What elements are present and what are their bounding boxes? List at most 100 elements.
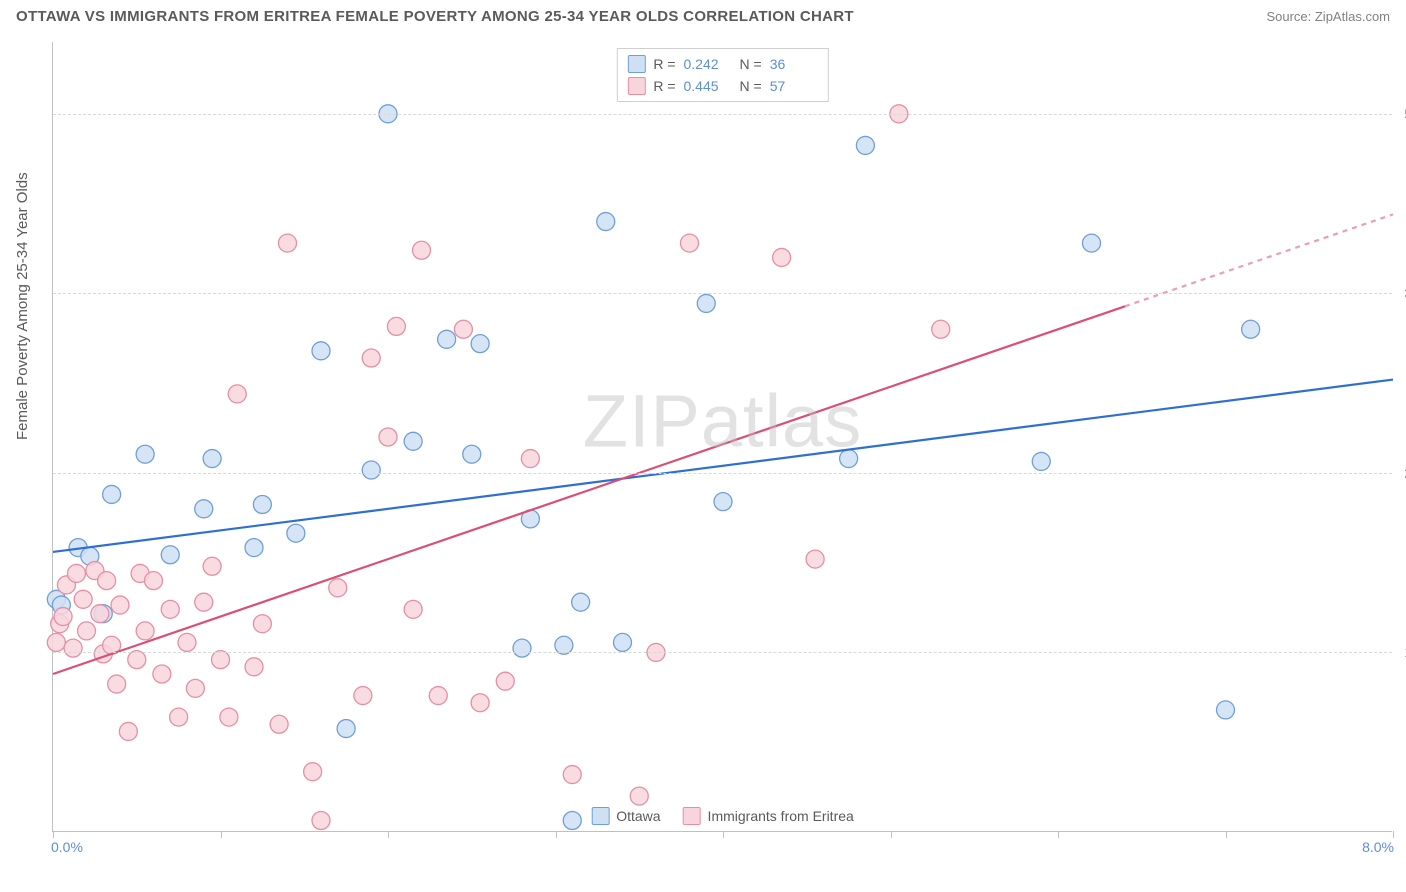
data-point bbox=[312, 342, 330, 360]
r-value: 0.445 bbox=[684, 78, 732, 94]
data-point bbox=[91, 605, 109, 623]
data-point bbox=[362, 461, 380, 479]
data-point bbox=[67, 564, 85, 582]
y-axis-label: Female Poverty Among 25-34 Year Olds bbox=[14, 172, 31, 440]
data-point bbox=[228, 385, 246, 403]
data-point bbox=[630, 787, 648, 805]
data-point bbox=[471, 335, 489, 353]
gridline bbox=[53, 293, 1392, 294]
data-point bbox=[572, 593, 590, 611]
data-point bbox=[195, 500, 213, 518]
x-tick bbox=[221, 831, 222, 838]
legend-label: Ottawa bbox=[616, 808, 660, 824]
data-point bbox=[513, 639, 531, 657]
data-point bbox=[681, 234, 699, 252]
y-tick-label: 12.5% bbox=[1396, 644, 1406, 660]
data-point bbox=[220, 708, 238, 726]
data-point bbox=[329, 579, 347, 597]
gridline bbox=[53, 652, 1392, 653]
y-tick-label: 25.0% bbox=[1396, 465, 1406, 481]
data-point bbox=[153, 665, 171, 683]
data-point bbox=[287, 524, 305, 542]
data-point bbox=[429, 687, 447, 705]
data-point bbox=[279, 234, 297, 252]
data-point bbox=[253, 496, 271, 514]
data-point bbox=[521, 450, 539, 468]
data-point bbox=[54, 608, 72, 626]
data-point bbox=[614, 633, 632, 651]
y-tick-label: 37.5% bbox=[1396, 285, 1406, 301]
data-point bbox=[697, 294, 715, 312]
n-label: N = bbox=[740, 78, 762, 94]
data-point bbox=[111, 596, 129, 614]
data-point bbox=[404, 600, 422, 618]
data-point bbox=[270, 715, 288, 733]
data-point bbox=[161, 546, 179, 564]
data-point bbox=[379, 428, 397, 446]
r-label: R = bbox=[653, 56, 675, 72]
data-point bbox=[78, 622, 96, 640]
data-point bbox=[161, 600, 179, 618]
data-point bbox=[337, 720, 355, 738]
data-point bbox=[1242, 320, 1260, 338]
chart-title: OTTAWA VS IMMIGRANTS FROM ERITREA FEMALE… bbox=[16, 8, 854, 25]
n-label: N = bbox=[740, 56, 762, 72]
chart-plot-area: ZIPatlas R = 0.242 N = 36 R = 0.445 N = … bbox=[52, 42, 1392, 832]
legend-label: Immigrants from Eritrea bbox=[708, 808, 854, 824]
x-tick bbox=[1058, 831, 1059, 838]
data-point bbox=[170, 708, 188, 726]
data-point bbox=[178, 633, 196, 651]
data-point bbox=[119, 722, 137, 740]
data-point bbox=[714, 493, 732, 511]
data-point bbox=[563, 766, 581, 784]
trend-line bbox=[53, 306, 1125, 674]
data-point bbox=[203, 450, 221, 468]
data-point bbox=[1083, 234, 1101, 252]
n-value: 57 bbox=[770, 78, 818, 94]
x-tick bbox=[556, 831, 557, 838]
data-point bbox=[245, 539, 263, 557]
r-value: 0.242 bbox=[684, 56, 732, 72]
data-point bbox=[840, 450, 858, 468]
r-label: R = bbox=[653, 78, 675, 94]
x-tick bbox=[1226, 831, 1227, 838]
n-value: 36 bbox=[770, 56, 818, 72]
data-point bbox=[932, 320, 950, 338]
data-point bbox=[387, 317, 405, 335]
legend-item-eritrea: Immigrants from Eritrea bbox=[683, 807, 854, 825]
data-point bbox=[856, 136, 874, 154]
x-tick-label: 0.0% bbox=[51, 839, 83, 855]
data-point bbox=[136, 622, 154, 640]
header: OTTAWA VS IMMIGRANTS FROM ERITREA FEMALE… bbox=[0, 0, 1406, 29]
legend-item-ottawa: Ottawa bbox=[591, 807, 660, 825]
data-point bbox=[463, 445, 481, 463]
swatch-eritrea bbox=[683, 807, 701, 825]
data-point bbox=[47, 633, 65, 651]
data-point bbox=[773, 248, 791, 266]
data-point bbox=[74, 590, 92, 608]
legend-series: Ottawa Immigrants from Eritrea bbox=[591, 807, 854, 825]
data-point bbox=[245, 658, 263, 676]
gridline bbox=[53, 114, 1392, 115]
legend-correlation: R = 0.242 N = 36 R = 0.445 N = 57 bbox=[616, 48, 828, 102]
data-point bbox=[806, 550, 824, 568]
data-point bbox=[597, 213, 615, 231]
gridline bbox=[53, 473, 1392, 474]
scatter-plot-svg bbox=[53, 42, 1392, 831]
data-point bbox=[103, 485, 121, 503]
data-point bbox=[98, 572, 116, 590]
data-point bbox=[136, 445, 154, 463]
x-tick bbox=[891, 831, 892, 838]
legend-row-ottawa: R = 0.242 N = 36 bbox=[627, 53, 817, 75]
swatch-ottawa bbox=[591, 807, 609, 825]
data-point bbox=[362, 349, 380, 367]
data-point bbox=[145, 572, 163, 590]
data-point bbox=[404, 432, 422, 450]
data-point bbox=[203, 557, 221, 575]
data-point bbox=[64, 639, 82, 657]
swatch-eritrea bbox=[627, 77, 645, 95]
x-tick bbox=[388, 831, 389, 838]
data-point bbox=[253, 615, 271, 633]
data-point bbox=[186, 679, 204, 697]
data-point bbox=[1217, 701, 1235, 719]
